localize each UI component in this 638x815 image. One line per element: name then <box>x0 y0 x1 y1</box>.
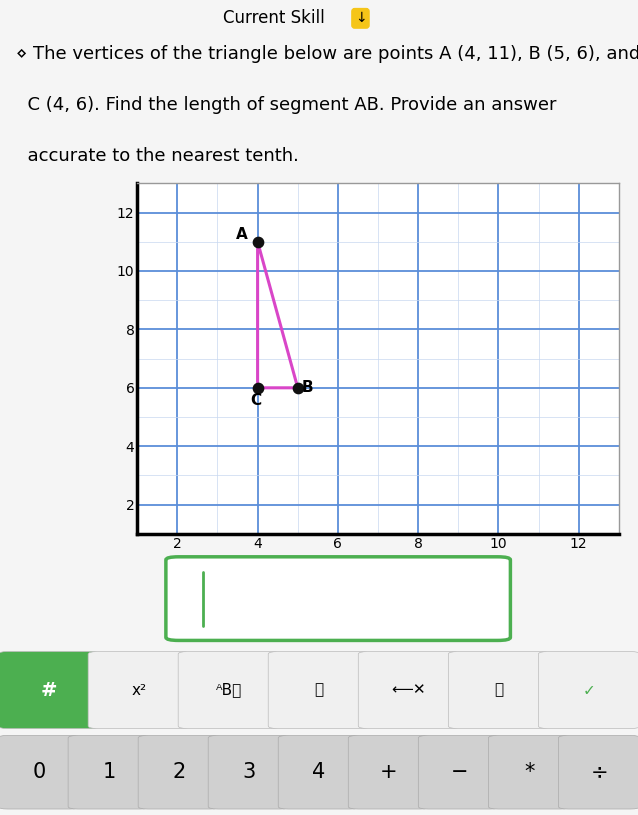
Text: 🗑: 🗑 <box>494 682 503 698</box>
FancyBboxPatch shape <box>268 651 370 729</box>
Text: −: − <box>450 762 468 782</box>
Text: 3: 3 <box>242 762 256 782</box>
Text: ⎵: ⎵ <box>315 682 323 698</box>
FancyBboxPatch shape <box>88 651 189 729</box>
Point <box>253 236 263 249</box>
Text: #: # <box>41 681 57 699</box>
FancyBboxPatch shape <box>166 557 510 641</box>
FancyBboxPatch shape <box>208 735 290 809</box>
FancyBboxPatch shape <box>138 735 219 809</box>
Text: accurate to the nearest tenth.: accurate to the nearest tenth. <box>16 148 299 165</box>
Text: C (4, 6). Find the length of segment AB. Provide an answer: C (4, 6). Find the length of segment AB.… <box>16 96 556 114</box>
FancyBboxPatch shape <box>538 651 638 729</box>
Text: +: + <box>380 762 398 782</box>
FancyBboxPatch shape <box>178 651 279 729</box>
FancyBboxPatch shape <box>558 735 638 809</box>
Text: B: B <box>302 381 314 395</box>
FancyBboxPatch shape <box>0 735 80 809</box>
FancyBboxPatch shape <box>449 651 550 729</box>
Text: Current Skill: Current Skill <box>223 9 325 28</box>
Text: 0: 0 <box>33 762 45 782</box>
Text: ⋄ The vertices of the triangle below are points A (4, 11), B (5, 6), and: ⋄ The vertices of the triangle below are… <box>16 45 638 63</box>
FancyBboxPatch shape <box>488 735 570 809</box>
FancyBboxPatch shape <box>278 735 360 809</box>
FancyBboxPatch shape <box>0 651 100 729</box>
Point <box>253 381 263 394</box>
FancyBboxPatch shape <box>348 735 430 809</box>
Text: ⟵✕: ⟵✕ <box>392 682 426 698</box>
Text: 2: 2 <box>172 762 186 782</box>
FancyBboxPatch shape <box>68 735 150 809</box>
Text: ✓: ✓ <box>582 682 595 698</box>
Text: C: C <box>250 393 261 408</box>
Text: 4: 4 <box>313 762 325 782</box>
Text: *: * <box>524 762 534 782</box>
Text: A: A <box>235 227 248 242</box>
Text: ↓: ↓ <box>355 11 366 25</box>
Text: 1: 1 <box>102 762 115 782</box>
Text: ÷: ÷ <box>590 762 608 782</box>
Text: x²: x² <box>131 682 147 698</box>
FancyBboxPatch shape <box>359 651 460 729</box>
Point <box>293 381 303 394</box>
Text: ᴬB꜀: ᴬB꜀ <box>216 682 242 698</box>
FancyBboxPatch shape <box>419 735 500 809</box>
